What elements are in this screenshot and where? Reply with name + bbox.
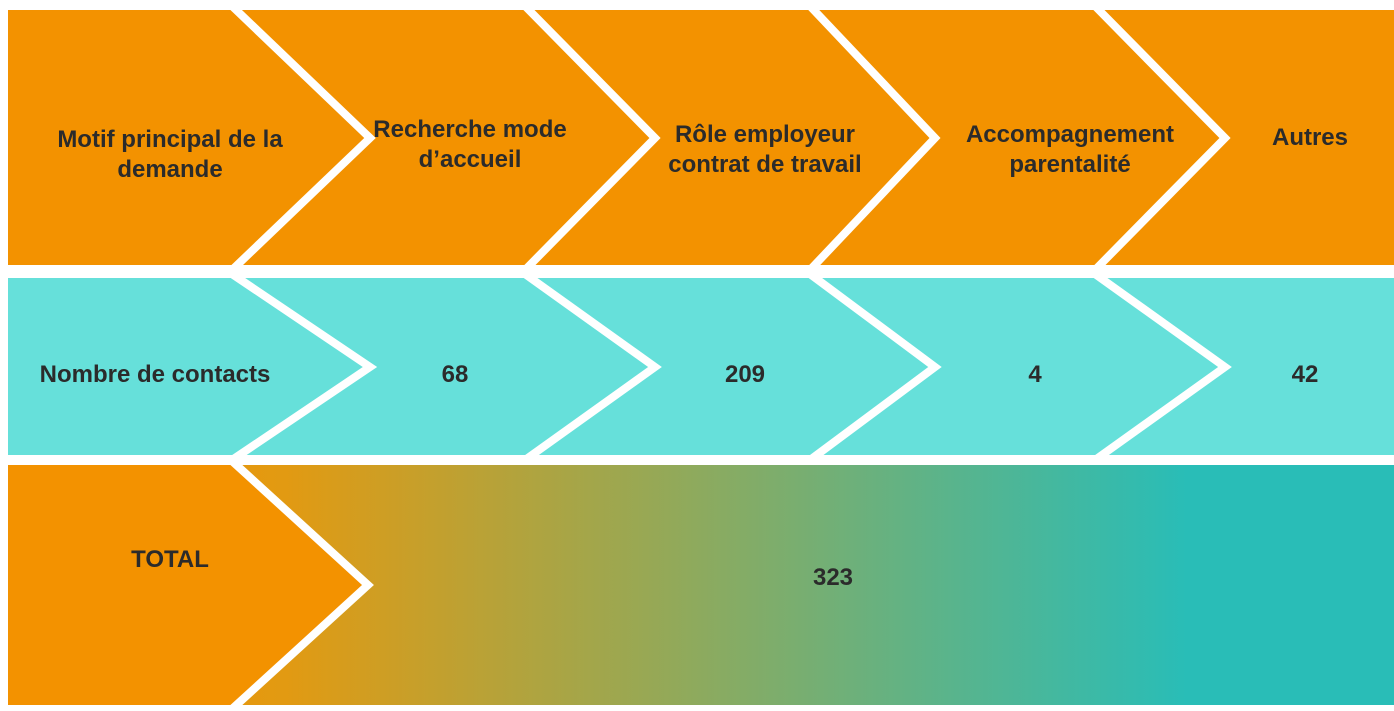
contacts-value: 68 — [441, 361, 469, 388]
contacts-value: 209 — [724, 361, 766, 388]
header-row — [8, 10, 1394, 265]
total-value: 323 — [812, 564, 854, 591]
total-label: TOTAL — [131, 546, 209, 573]
contacts-label: Nombre de contacts — [39, 361, 271, 388]
contacts-row — [8, 278, 1394, 455]
contacts-value: 4 — [1028, 361, 1042, 388]
header-cell: Autres — [1271, 124, 1349, 151]
contacts-value: 42 — [1291, 361, 1319, 388]
header-cell: Recherche mode d’accueil — [373, 116, 567, 173]
chevron-edges — [229, 3, 1232, 711]
total-chevron — [8, 465, 368, 705]
header-cell: Accompagnement parentalité — [965, 121, 1175, 178]
header-label: Motif principal de la demande — [57, 126, 283, 183]
header-cell: Rôle employeur contrat de travail — [668, 121, 862, 178]
